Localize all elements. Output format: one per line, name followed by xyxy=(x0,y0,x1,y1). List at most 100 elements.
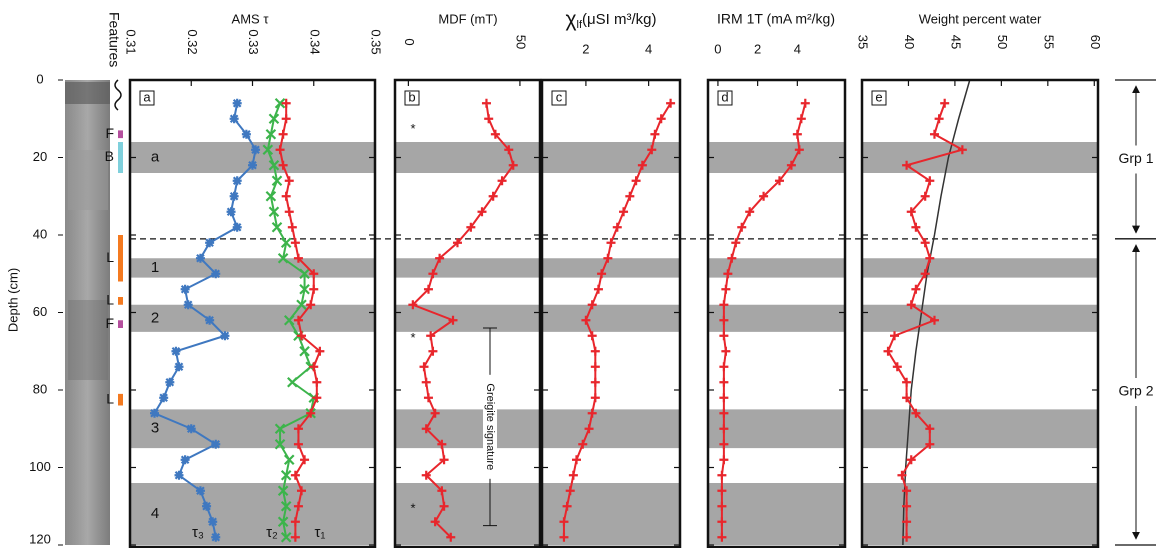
data-point xyxy=(452,238,462,248)
data-point xyxy=(631,176,641,186)
x-tick-label: 35 xyxy=(856,35,871,49)
data-point xyxy=(280,237,292,249)
panel-frame xyxy=(393,78,542,548)
data-point xyxy=(925,176,935,186)
data-point xyxy=(232,98,242,108)
x-tick-label: 50 xyxy=(995,35,1010,49)
data-point xyxy=(940,98,950,108)
data-point xyxy=(590,346,600,356)
data-point xyxy=(911,222,921,232)
data-point xyxy=(800,98,810,108)
data-point xyxy=(719,455,729,465)
panel-label: c xyxy=(556,89,563,104)
data-point xyxy=(248,160,257,170)
data-point xyxy=(280,469,292,481)
zone-label: a xyxy=(151,148,160,165)
zone-band xyxy=(862,483,1098,545)
data-point xyxy=(287,376,298,388)
data-point xyxy=(481,98,491,108)
data-point xyxy=(280,500,292,512)
series-label: τ₁ xyxy=(315,524,326,541)
x-tick-label: 2 xyxy=(754,41,761,56)
data-point xyxy=(717,470,727,480)
series-label: τ₂ xyxy=(266,524,278,541)
data-point xyxy=(572,455,581,465)
bracket-label: Greigite signature xyxy=(484,383,496,470)
zone-band xyxy=(395,258,540,278)
zone-band xyxy=(130,304,375,332)
feature-bar xyxy=(118,142,123,173)
x-tick-label: 45 xyxy=(948,35,963,49)
data-point xyxy=(174,470,184,480)
depth-axis-label: Depth (cm) xyxy=(5,268,20,332)
data-point xyxy=(719,362,729,372)
x-tick-label: 4 xyxy=(645,41,652,56)
x-tick-label: 60 xyxy=(1088,35,1103,49)
x-tick-label: 0.32 xyxy=(185,29,200,54)
x-tick-label: 0.35 xyxy=(369,29,384,54)
data-point xyxy=(902,393,912,403)
data-point xyxy=(562,501,572,511)
x-tick-label: 0 xyxy=(402,38,417,45)
data-point xyxy=(719,331,729,341)
data-point xyxy=(565,486,575,496)
data-point xyxy=(719,439,729,449)
data-point xyxy=(897,470,907,480)
feature-bar xyxy=(118,393,123,406)
data-point xyxy=(719,393,729,403)
data-point xyxy=(786,160,796,170)
data-point xyxy=(430,517,440,527)
series-label: τ₃ xyxy=(192,524,204,541)
data-point xyxy=(906,300,916,310)
data-point xyxy=(150,408,159,418)
data-point xyxy=(612,222,622,232)
data-point xyxy=(423,284,433,294)
data-point xyxy=(283,454,295,466)
panel-label-box xyxy=(871,90,887,106)
data-point xyxy=(906,455,916,465)
data-point xyxy=(274,423,286,435)
data-point xyxy=(584,424,594,434)
zone-band xyxy=(862,142,1098,173)
data-point xyxy=(619,207,629,217)
data-point xyxy=(312,377,322,387)
data-point xyxy=(925,424,935,434)
data-point xyxy=(284,207,294,217)
data-point xyxy=(287,222,297,232)
data-point xyxy=(906,207,916,217)
data-point xyxy=(229,114,239,124)
y-tick-label: 100 xyxy=(29,459,51,474)
data-point xyxy=(587,331,597,341)
zone-band xyxy=(542,483,680,545)
data-point xyxy=(306,408,316,418)
data-point xyxy=(435,253,445,263)
data-point xyxy=(902,486,912,496)
core-image-band xyxy=(68,150,108,210)
zone-band xyxy=(395,304,540,332)
x-tick-label: 55 xyxy=(1041,35,1056,49)
group-label: Grp 1 xyxy=(1118,150,1153,166)
data-point xyxy=(920,269,930,279)
data-point xyxy=(737,222,747,232)
panel-title: MDF (mT) xyxy=(438,11,497,26)
feature-label: L xyxy=(106,249,114,265)
y-tick-label: 0 xyxy=(36,71,43,86)
zone-band xyxy=(862,304,1098,332)
data-point xyxy=(293,253,303,263)
feature-bar xyxy=(118,320,123,328)
data-point xyxy=(490,129,500,139)
data-point xyxy=(309,362,319,372)
data-point xyxy=(446,532,456,542)
data-point xyxy=(195,253,205,263)
data-point xyxy=(587,408,597,418)
zone-band xyxy=(130,483,375,545)
data-point xyxy=(721,284,731,294)
data-point xyxy=(268,159,280,171)
zone-band xyxy=(130,409,375,449)
zone-label: 1 xyxy=(151,259,159,276)
asterisk: * xyxy=(410,330,415,345)
data-point xyxy=(300,455,310,465)
data-point xyxy=(656,114,666,124)
data-point xyxy=(719,300,729,310)
